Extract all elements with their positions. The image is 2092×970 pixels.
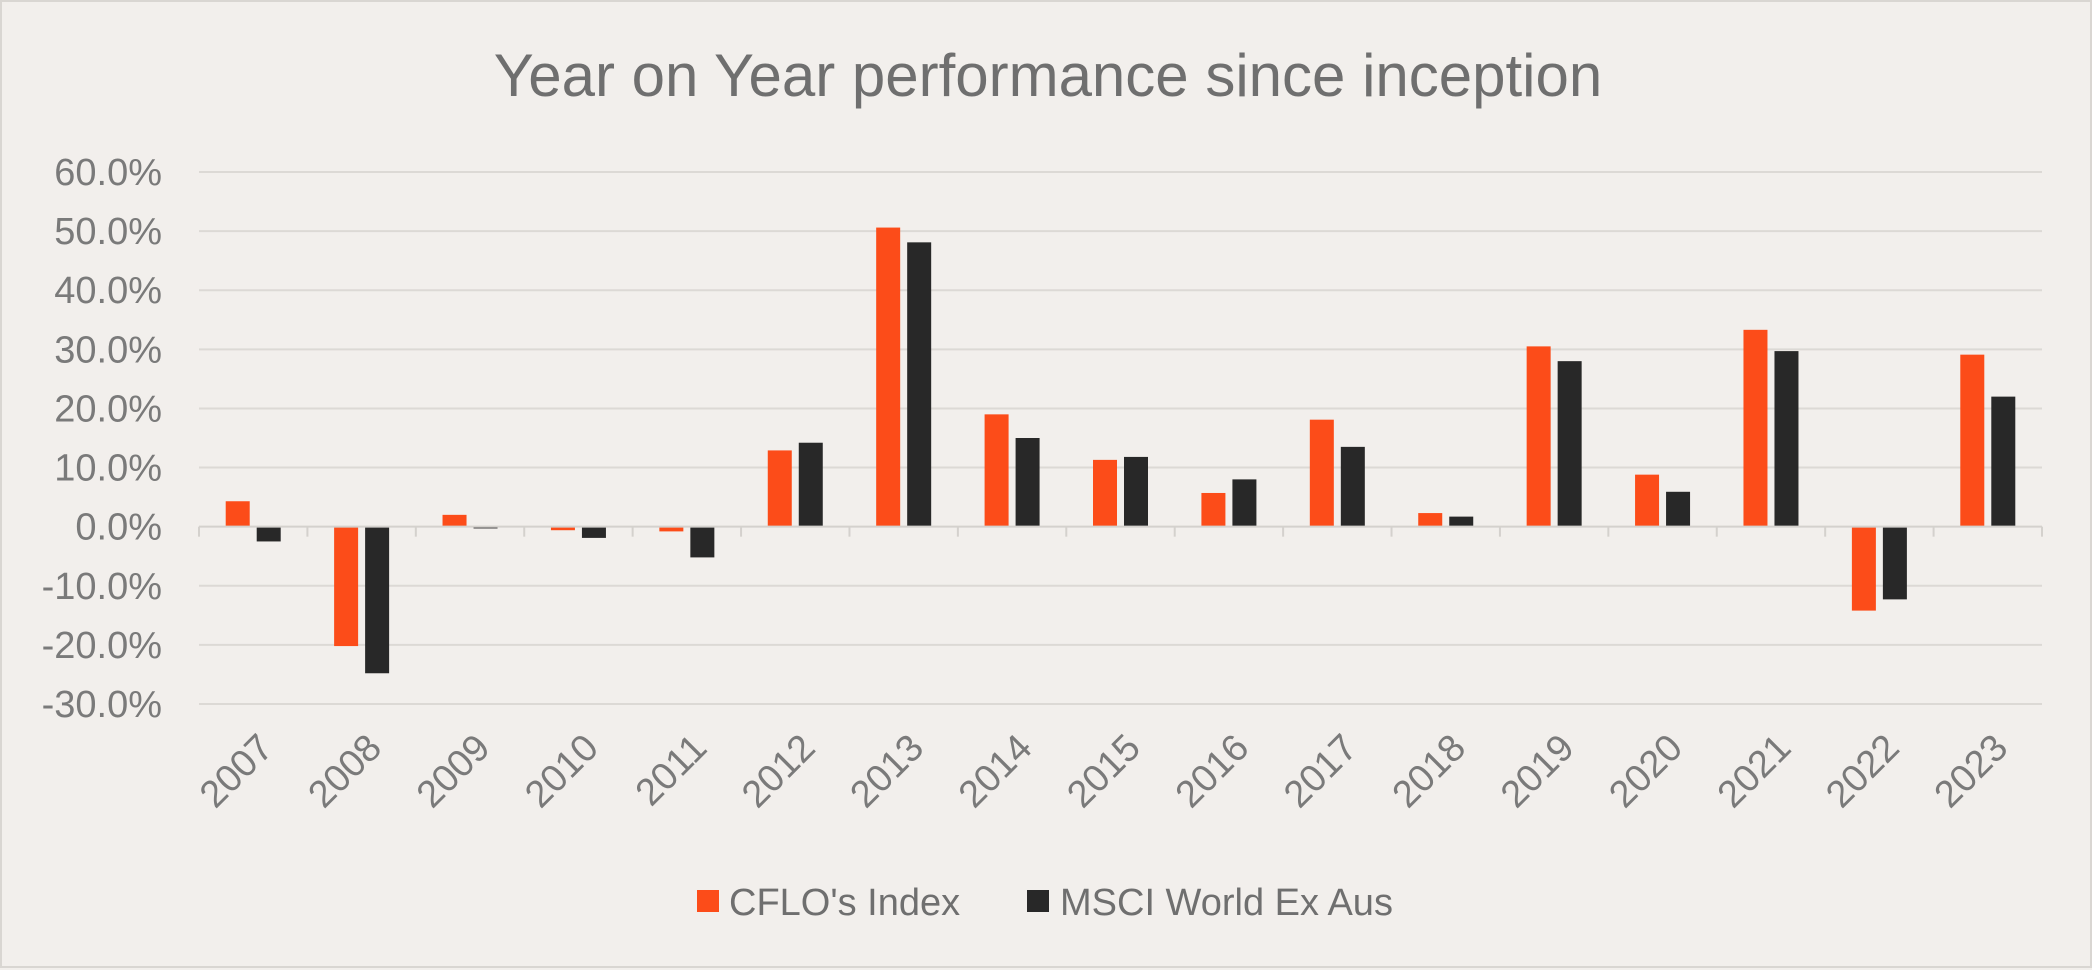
bar-cflo-index (1851, 526, 1876, 611)
bar-msci-world-ex-aus (1991, 396, 2016, 527)
x-tick-label: 2011 (628, 727, 715, 814)
bar-cflo-index (225, 501, 250, 527)
y-tick-label: -30.0% (42, 684, 162, 726)
chart-title: Year on Year performance since inception (494, 42, 1603, 109)
x-tick-label: 2023 (1927, 727, 2016, 816)
y-tick-label: 30.0% (54, 329, 162, 371)
x-tick-label: 2008 (300, 727, 389, 816)
x-tick-label: 2015 (1059, 727, 1148, 816)
y-axis-ticks: 60.0% 50.0% 40.0% 30.0% 20.0% 10.0% 0.0% -10.0%… (42, 152, 162, 726)
x-axis (198, 525, 2043, 537)
bar-msci-world-ex-aus (1882, 526, 1907, 600)
bar-cflo-index (876, 227, 901, 527)
legend-label: MSCI World Ex Aus (1060, 882, 1393, 924)
bar-cflo-index (767, 450, 792, 527)
x-tick-label: 2016 (1168, 727, 1257, 816)
x-tick-label: 2009 (409, 727, 498, 816)
bar-msci-world-ex-aus (1557, 361, 1582, 527)
legend-label: CFLO's Index (729, 882, 960, 924)
bar-cflo-index (442, 514, 467, 527)
y-tick-label: -20.0% (42, 625, 162, 667)
bar-msci-world-ex-aus (256, 526, 281, 542)
bar-cflo-index (1743, 329, 1768, 527)
bar-cflo-index (334, 526, 359, 647)
bar-msci-world-ex-aus (798, 442, 823, 527)
legend-swatch (1027, 890, 1049, 912)
bar-msci-world-ex-aus (1232, 479, 1257, 527)
x-tick-label: 2013 (843, 727, 932, 816)
x-tick-label: 2022 (1818, 727, 1907, 816)
bar-cflo-index (984, 414, 1009, 527)
bar-msci-world-ex-aus (1774, 351, 1799, 527)
bar-msci-world-ex-aus (365, 526, 390, 674)
bar-msci-world-ex-aus (907, 242, 932, 527)
legend: CFLO's Index MSCI World Ex Aus (697, 882, 1393, 924)
x-tick-label: 2010 (517, 727, 606, 816)
x-tick-label: 2020 (1601, 727, 1690, 816)
y-tick-label: 20.0% (54, 388, 162, 430)
bar-cflo-index (659, 526, 684, 532)
x-tick-label: 2014 (951, 727, 1040, 816)
y-tick-label: 40.0% (54, 270, 162, 312)
x-tick-label: 2017 (1276, 727, 1365, 816)
x-axis-ticks: 2007 2008 2009 2010 2011 2012 2013 2014 2015 2016… (192, 727, 2016, 816)
bar-msci-world-ex-aus (581, 526, 606, 538)
bar-msci-world-ex-aus (690, 526, 715, 558)
bar-msci-world-ex-aus (1015, 438, 1040, 527)
bar-msci-world-ex-aus (1449, 516, 1474, 527)
bar-cflo-index (550, 526, 575, 531)
x-tick-label: 2018 (1385, 727, 1474, 816)
x-tick-label: 2019 (1493, 727, 1582, 816)
y-tick-label: -10.0% (42, 566, 162, 608)
y-tick-label: 0.0% (75, 507, 162, 549)
legend-swatch (697, 890, 719, 912)
bar-cflo-index (1418, 513, 1443, 527)
bar-msci-world-ex-aus (1124, 456, 1148, 527)
bar-cflo-index (1960, 354, 1985, 527)
y-tick-label: 50.0% (54, 211, 162, 253)
bars (225, 227, 2016, 674)
bar-cflo-index (1526, 346, 1551, 527)
y-tick-label: 60.0% (54, 152, 162, 194)
gridlines (199, 171, 2042, 705)
bar-msci-world-ex-aus (1666, 491, 1691, 527)
x-tick-label: 2007 (192, 727, 281, 816)
bar-cflo-index (1201, 492, 1226, 527)
bar-cflo-index (1635, 474, 1660, 527)
x-tick-label: 2021 (1710, 727, 1799, 816)
y-tick-label: 10.0% (54, 448, 162, 490)
bar-msci-world-ex-aus (1340, 446, 1365, 527)
x-tick-label: 2012 (734, 727, 823, 816)
bar-cflo-index (1309, 419, 1334, 527)
bar-cflo-index (1093, 459, 1117, 527)
